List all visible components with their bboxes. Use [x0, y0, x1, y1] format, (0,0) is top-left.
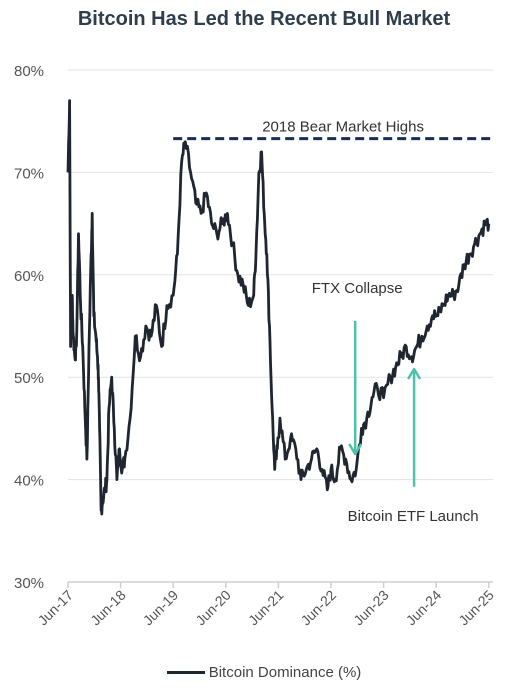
- annotation-arrowhead: [348, 443, 363, 456]
- y-tick-label: 40%: [14, 473, 44, 490]
- y-tick-label: 50%: [14, 370, 44, 387]
- x-tick-label: Jun-20: [192, 587, 234, 629]
- annotation-arrowhead: [407, 367, 422, 380]
- chart-title: Bitcoin Has Led the Recent Bull Market: [77, 8, 451, 30]
- x-tick-label: Jun-19: [140, 587, 182, 629]
- x-tick-label: Jun-24: [403, 587, 445, 629]
- y-tick-label: 30%: [14, 575, 44, 592]
- legend-swatch: [166, 671, 205, 674]
- reference-label: 2018 Bear Market Highs: [262, 119, 424, 136]
- legend-label: Bitcoin Dominance (%): [208, 664, 362, 681]
- annotation-layer: FTX Collapse Bitcoin ETF Launch: [312, 280, 479, 525]
- x-tick-label: Jun-21: [245, 587, 287, 629]
- annotation-label: FTX Collapse: [312, 280, 403, 297]
- axis-layer: 30%40%50%60%70%80%Jun-17 Jun-18 Jun-19 Jun-…: [14, 63, 497, 628]
- series-layer: [66, 99, 491, 516]
- x-tick-label: Jun-17: [35, 587, 77, 629]
- x-tick-label: Jun-23: [350, 587, 392, 629]
- x-tick-label: Jun-18: [87, 587, 129, 629]
- grid-layer: [68, 69, 493, 481]
- y-tick-label: 60%: [14, 268, 44, 285]
- reference-layer: 2018 Bear Market Highs: [173, 119, 493, 141]
- legend: Bitcoin Dominance (%): [0, 664, 528, 681]
- x-tick-label: Jun-22: [298, 587, 340, 629]
- y-tick-label: 80%: [14, 63, 44, 80]
- series-line: [66, 99, 491, 516]
- annotation-label: Bitcoin ETF Launch: [348, 508, 479, 525]
- y-tick-label: 70%: [14, 165, 44, 182]
- x-tick-label: Jun-25: [455, 587, 497, 629]
